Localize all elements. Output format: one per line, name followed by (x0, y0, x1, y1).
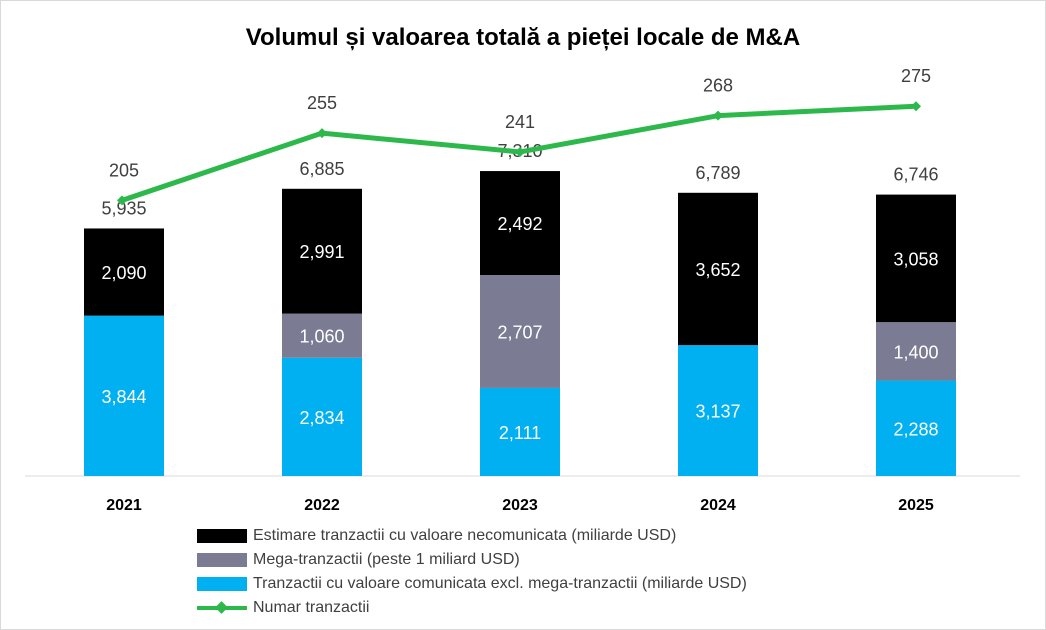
bar-label-2023-s0: 2,111 (499, 423, 541, 443)
legend-label-mega: Mega-tranzactii (peste 1 miliard USD) (253, 551, 520, 568)
line-marker-2021 (117, 195, 127, 206)
bar-2023-s0 (480, 387, 560, 476)
legend-swatch-deal-count (197, 601, 247, 615)
bar-label-2022-s1: 1,060 (299, 327, 344, 347)
bar-label-2021-s2: 2,090 (101, 263, 146, 283)
x-tick-2024: 2024 (700, 497, 736, 514)
bar-label-2024-s2: 3,652 (695, 260, 740, 280)
x-tick-2022: 2022 (304, 497, 340, 514)
line-marker-2025 (911, 101, 921, 112)
bar-2023-s2 (480, 171, 560, 276)
bar-2023-s1 (480, 275, 560, 388)
legend-label-deal-count: Numar tranzactii (253, 599, 370, 616)
line-label-2022: 255 (307, 93, 337, 113)
bar-2025-s2 (876, 194, 956, 323)
line-marker-2023 (515, 146, 525, 157)
bar-label-2023-s2: 2,492 (497, 214, 542, 234)
bar-2024-s0 (678, 345, 758, 476)
line-label-2021: 205 (109, 160, 139, 180)
line-label-2023: 241 (505, 112, 535, 132)
bar-label-2024-s0: 3,137 (695, 402, 740, 422)
bar-2025-s0 (876, 380, 956, 476)
line-marker-2022 (317, 128, 327, 139)
bar-2022-s1 (282, 313, 362, 358)
bar-2024-s2 (678, 192, 758, 346)
x-tick-2023: 2023 (502, 497, 538, 514)
legend-swatch-reported (197, 577, 247, 591)
line-marker-2024 (713, 110, 723, 121)
legend-label-reported: Tranzactii cu valoare comunicata excl. m… (253, 575, 747, 592)
bar-2021-s0 (84, 315, 164, 476)
chart-legend: Estimare tranzactii cu valoare necomunic… (197, 524, 747, 620)
line-label-2024: 268 (703, 76, 733, 96)
bar-2022-s0 (282, 357, 362, 476)
legend-swatch-mega (197, 553, 247, 567)
total-label-2021: 5,935 (101, 198, 146, 218)
chart-title: Volumul și valoarea totală a pieței loca… (245, 24, 801, 51)
legend-item-deal-count: Numar tranzactii (197, 596, 747, 620)
bar-label-2021-s0: 3,844 (101, 387, 146, 407)
legend-label-unreported: Estimare tranzactii cu valoare necomunic… (253, 527, 677, 544)
line-label-2025: 275 (901, 66, 931, 86)
bar-label-2025-s0: 2,288 (893, 419, 938, 439)
bar-label-2025-s2: 3,058 (893, 249, 938, 269)
bar-label-2022-s0: 2,834 (299, 408, 344, 428)
legend-swatch-unreported (197, 529, 247, 543)
bar-label-2025-s1: 1,400 (893, 342, 938, 362)
bar-label-2023-s1: 2,707 (497, 322, 542, 342)
bar-2022-s2 (282, 188, 362, 314)
bar-label-2022-s2: 2,991 (299, 242, 344, 262)
legend-item-reported: Tranzactii cu valoare comunicata excl. m… (197, 572, 747, 596)
x-tick-2021: 2021 (106, 497, 142, 514)
total-label-2024: 6,789 (695, 163, 740, 183)
x-tick-2025: 2025 (898, 497, 934, 514)
bar-2021-s2 (84, 228, 164, 316)
legend-item-mega: Mega-tranzactii (peste 1 miliard USD) (197, 548, 747, 572)
bar-2025-s1 (876, 322, 956, 381)
total-label-2025: 6,746 (893, 165, 938, 185)
total-label-2022: 6,885 (299, 159, 344, 179)
legend-item-unreported: Estimare tranzactii cu valoare necomunic… (197, 524, 747, 548)
